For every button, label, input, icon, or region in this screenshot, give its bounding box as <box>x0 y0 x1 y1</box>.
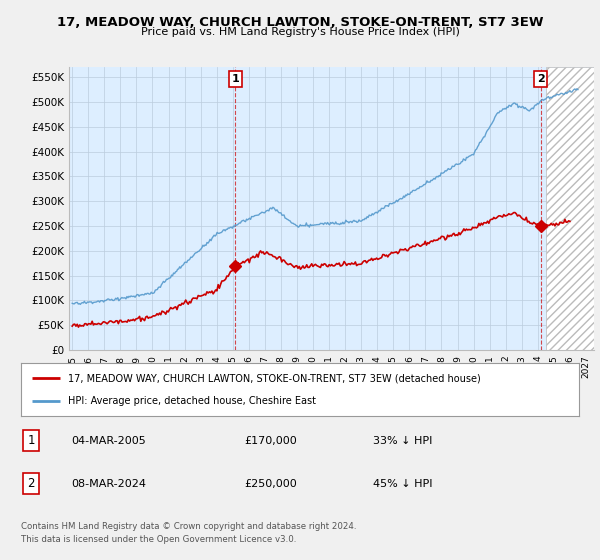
Text: £170,000: £170,000 <box>244 436 297 446</box>
Text: 04-MAR-2005: 04-MAR-2005 <box>71 436 146 446</box>
Text: 08-MAR-2024: 08-MAR-2024 <box>71 479 146 489</box>
Text: This data is licensed under the Open Government Licence v3.0.: This data is licensed under the Open Gov… <box>21 535 296 544</box>
Text: Price paid vs. HM Land Registry's House Price Index (HPI): Price paid vs. HM Land Registry's House … <box>140 27 460 37</box>
Text: Contains HM Land Registry data © Crown copyright and database right 2024.: Contains HM Land Registry data © Crown c… <box>21 522 356 531</box>
Text: 2: 2 <box>536 74 544 84</box>
Text: £250,000: £250,000 <box>244 479 297 489</box>
Text: 1: 1 <box>27 434 35 447</box>
Text: 17, MEADOW WAY, CHURCH LAWTON, STOKE-ON-TRENT, ST7 3EW (detached house): 17, MEADOW WAY, CHURCH LAWTON, STOKE-ON-… <box>68 373 481 383</box>
Bar <box>546 67 600 350</box>
Text: 45% ↓ HPI: 45% ↓ HPI <box>373 479 432 489</box>
Text: 2: 2 <box>27 477 35 491</box>
Text: 1: 1 <box>232 74 239 84</box>
Text: 33% ↓ HPI: 33% ↓ HPI <box>373 436 432 446</box>
Text: 17, MEADOW WAY, CHURCH LAWTON, STOKE-ON-TRENT, ST7 3EW: 17, MEADOW WAY, CHURCH LAWTON, STOKE-ON-… <box>57 16 543 29</box>
Text: HPI: Average price, detached house, Cheshire East: HPI: Average price, detached house, Ches… <box>68 396 316 406</box>
